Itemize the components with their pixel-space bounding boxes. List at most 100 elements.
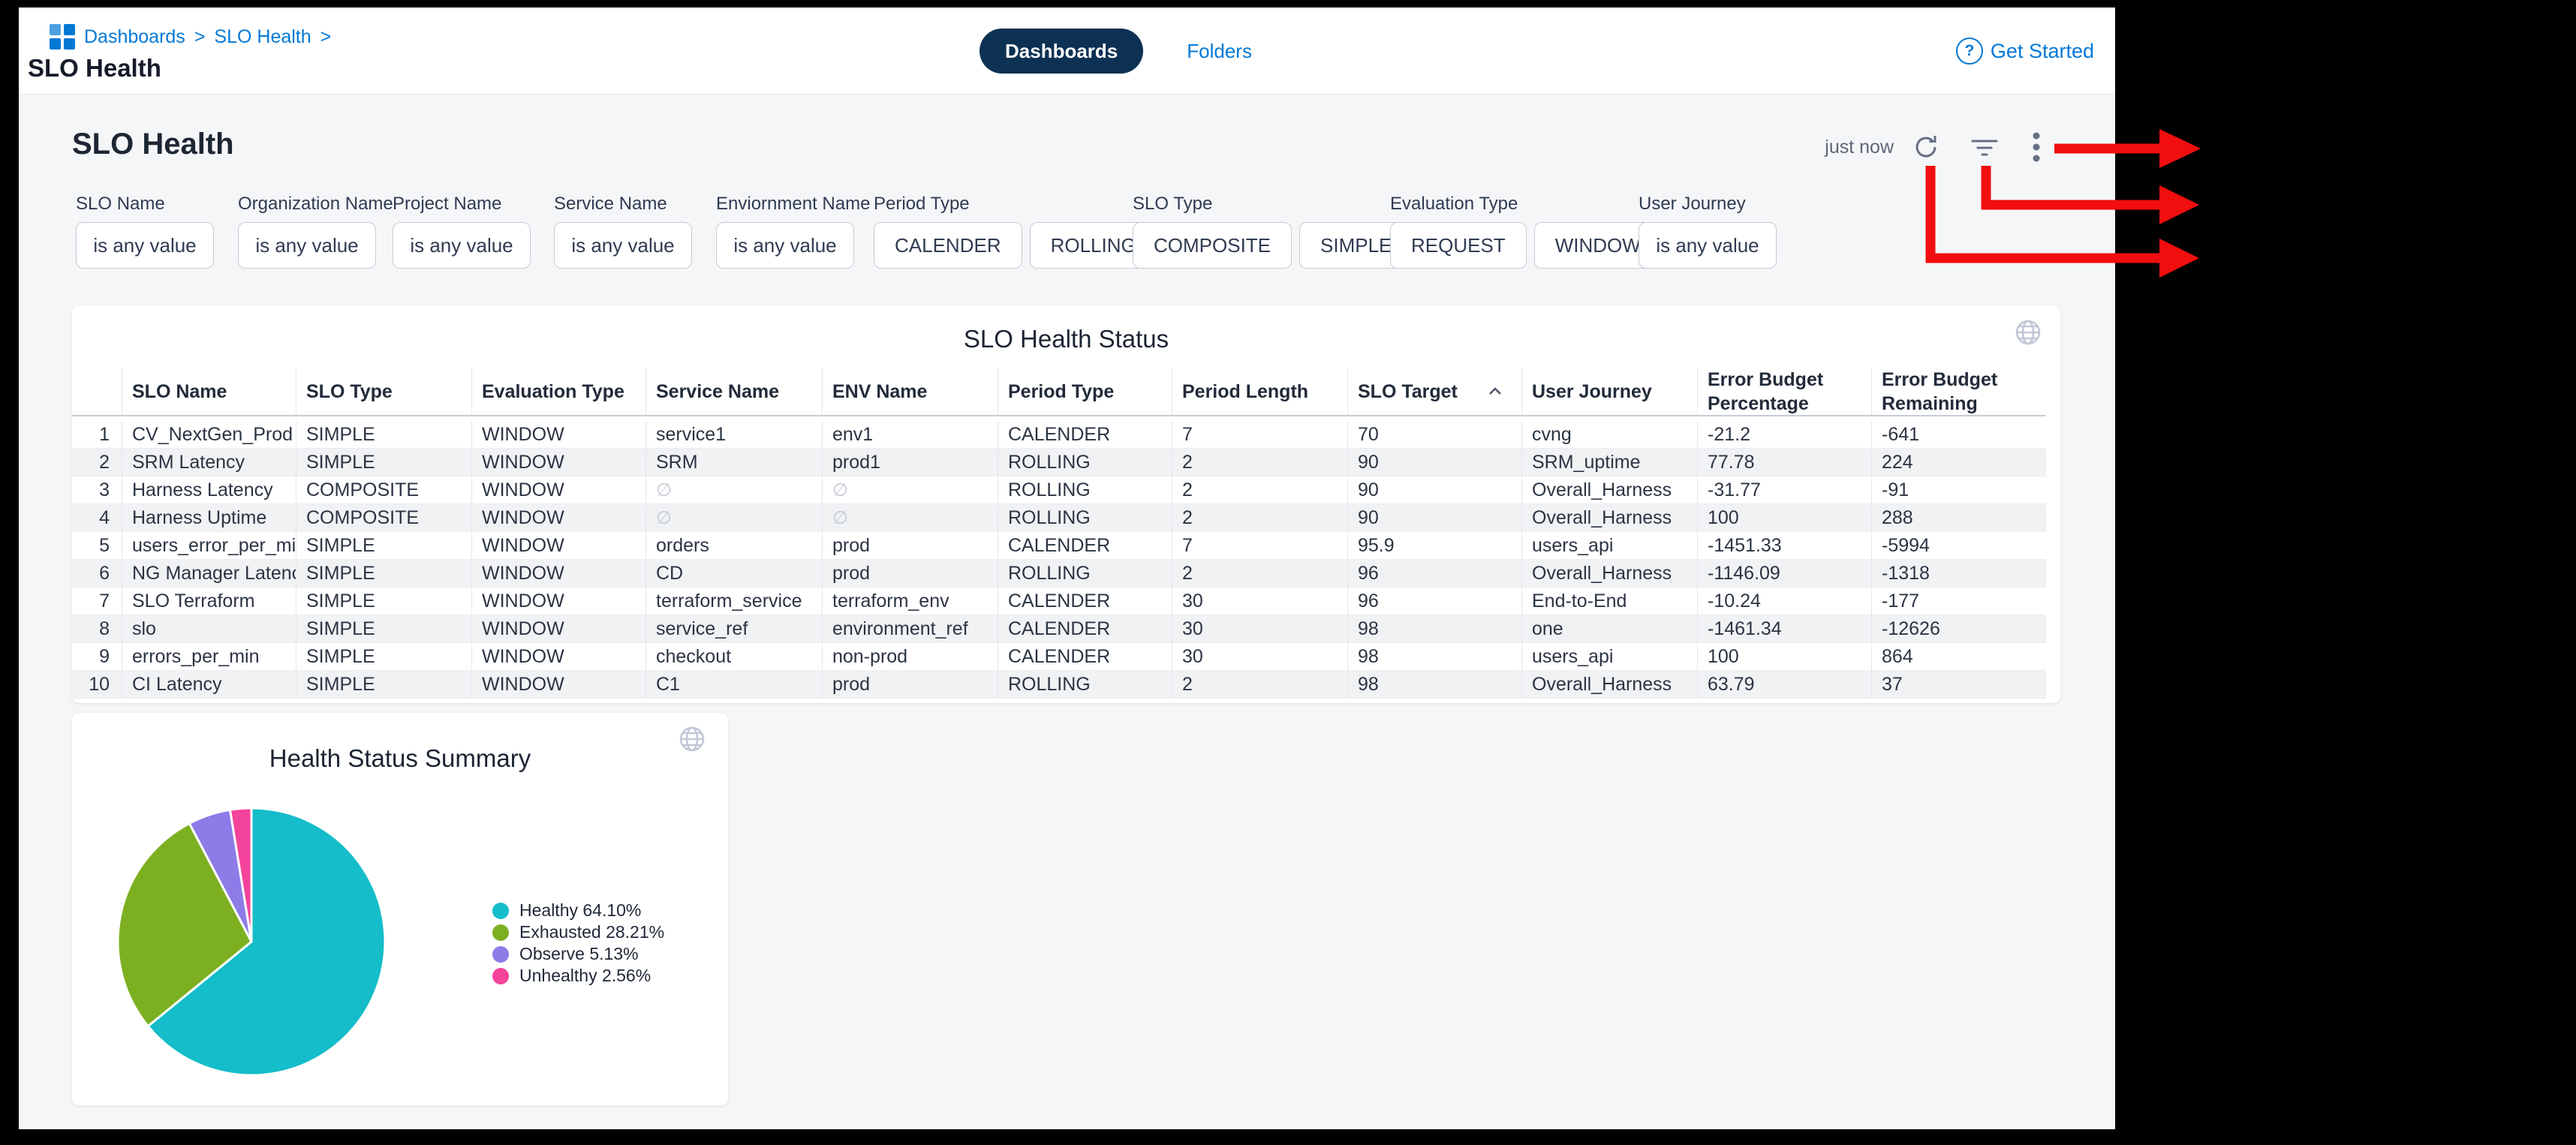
legend-item-observe[interactable]: Observe 5.13% — [492, 944, 664, 963]
filter-label: Organization Name — [238, 194, 393, 214]
globe-icon[interactable] — [677, 724, 707, 754]
table-cell: cvng — [1521, 421, 1697, 448]
filter-icon[interactable] — [1970, 132, 2000, 162]
table-cell: COMPOSITE — [296, 504, 471, 531]
table-cell: ∅ — [646, 476, 822, 503]
table-cell: SIMPLE — [296, 615, 471, 642]
tab-folders[interactable]: Folders — [1187, 39, 1252, 62]
table-row: 1 CV_NextGen_Prod SIMPLE WINDOW service1 env1… — [72, 421, 2046, 449]
table-cell: 288 — [1871, 504, 2046, 531]
column-header-error-budget-percentage[interactable]: Error Budget Percentage — [1697, 368, 1871, 415]
table-cell: 100 — [1697, 643, 1871, 670]
table-cell: checkout — [646, 643, 822, 670]
dashboard-heading: SLO Health — [72, 128, 234, 161]
page-title: SLO Health — [28, 54, 161, 82]
breadcrumb-dashboards-link[interactable]: Dashboards — [84, 26, 185, 47]
slo-health-status-card: SLO Health Status SLO Name SLO Type Evalua… — [72, 305, 2060, 703]
table-cell: 95.9 — [1347, 532, 1521, 559]
table-cell: 100 — [1697, 504, 1871, 531]
filter-value-dropdown[interactable]: is any value — [1639, 222, 1777, 269]
globe-icon[interactable] — [2013, 317, 2043, 347]
column-header-user-journey[interactable]: User Journey — [1521, 368, 1697, 415]
table-cell: 77.78 — [1697, 449, 1871, 476]
table-cell: terraform_service — [646, 588, 822, 615]
column-header-slo-target[interactable]: SLO Target — [1347, 368, 1521, 415]
more-menu-icon[interactable] — [2021, 132, 2051, 162]
legend-swatch — [492, 924, 509, 941]
filter-option-calender[interactable]: CALENDER — [874, 222, 1022, 269]
table-row: 7 SLO Terraform SIMPLE WINDOW terraform_serv… — [72, 588, 2046, 615]
row-number: 2 — [99, 451, 110, 473]
table-cell: CALENDER — [998, 421, 1172, 448]
filter-value-dropdown[interactable]: is any value — [76, 222, 214, 269]
table-cell: CALENDER — [998, 615, 1172, 642]
filter-group-organization-name: Organization Name is any value — [238, 194, 393, 269]
table-cell: 96 — [1347, 560, 1521, 587]
tab-dashboards[interactable]: Dashboards — [980, 29, 1144, 74]
legend-item-healthy[interactable]: Healthy 64.10% — [492, 900, 664, 920]
column-header-evaluation-type[interactable]: Evaluation Type — [471, 368, 646, 415]
table-cell: 30 — [1172, 643, 1347, 670]
legend-item-exhausted[interactable]: Exhausted 28.21% — [492, 922, 664, 942]
column-header-service-name[interactable]: Service Name — [646, 368, 822, 415]
table-row: 4 Harness Uptime COMPOSITE WINDOW ∅ ∅ ROLLING 2… — [72, 504, 2046, 532]
filter-option-request[interactable]: REQUEST — [1390, 222, 1527, 269]
tab-bar: Dashboards Folders — [980, 29, 1252, 74]
table-cell: SIMPLE — [296, 671, 471, 698]
table-cell: WINDOW — [471, 615, 646, 642]
table-cell: ∅ — [822, 504, 998, 531]
table-title: SLO Health Status — [963, 325, 1169, 353]
column-header-error-budget-remaining[interactable]: Error Budget Remaining — [1871, 368, 2046, 415]
dashboards-grid-icon — [50, 24, 75, 50]
table-cell: SRM Latency — [122, 449, 296, 476]
dashboard-window: Dashboards > SLO Health > SLO Health Das… — [19, 8, 2115, 1129]
table-cell: Overall_Harness — [1521, 504, 1697, 531]
column-header-period-length[interactable]: Period Length — [1172, 368, 1347, 415]
column-header-row-number — [72, 368, 122, 415]
filter-option-rolling[interactable]: ROLLING — [1029, 222, 1157, 269]
filter-value-dropdown[interactable]: is any value — [554, 222, 692, 269]
table-cell: -5994 — [1871, 532, 2046, 559]
refresh-icon[interactable] — [1911, 132, 1941, 162]
table-cell: 63.79 — [1697, 671, 1871, 698]
filter-label: Period Type — [874, 194, 970, 214]
filter-value-dropdown[interactable]: is any value — [238, 222, 376, 269]
table-cell: prod — [822, 560, 998, 587]
column-header-slo-type[interactable]: SLO Type — [296, 368, 471, 415]
table-cell: WINDOW — [471, 560, 646, 587]
table-cell: SRM — [646, 449, 822, 476]
table-cell: -91 — [1871, 476, 2046, 503]
table-cell: SIMPLE — [296, 449, 471, 476]
row-number: 4 — [99, 506, 110, 528]
table-cell: 98 — [1347, 671, 1521, 698]
filter-value-dropdown[interactable]: is any value — [716, 222, 854, 269]
filter-group-slo-name: SLO Name is any value — [76, 194, 214, 269]
breadcrumb-slo-health-link[interactable]: SLO Health — [214, 26, 311, 47]
table-cell: environment_ref — [822, 615, 998, 642]
table-cell: SIMPLE — [296, 560, 471, 587]
get-started-link[interactable]: ? Get Started — [1955, 38, 2094, 65]
table-cell: Overall_Harness — [1521, 560, 1697, 587]
table-cell: -12626 — [1871, 615, 2046, 642]
table-cell: 224 — [1871, 449, 2046, 476]
table-cell: WINDOW — [471, 504, 646, 531]
filter-label: Project Name — [393, 194, 502, 214]
table-cell: 2 — [1172, 560, 1347, 587]
filter-option-composite[interactable]: COMPOSITE — [1133, 222, 1293, 269]
filter-label: SLO Type — [1133, 194, 1213, 214]
column-header-period-type[interactable]: Period Type — [998, 368, 1172, 415]
table-cell: -641 — [1871, 421, 2046, 448]
table-cell: ROLLING — [998, 476, 1172, 503]
column-header-env-name[interactable]: ENV Name — [822, 368, 998, 415]
table-cell: CI Latency — [122, 671, 296, 698]
filter-value-dropdown[interactable]: is any value — [393, 222, 531, 269]
table-cell: one — [1521, 615, 1697, 642]
table-cell: errors_per_min — [122, 643, 296, 670]
legend-item-unhealthy[interactable]: Unhealthy 2.56% — [492, 966, 664, 985]
table-cell: non-prod — [822, 643, 998, 670]
table-cell: WINDOW — [471, 421, 646, 448]
legend-label: Healthy 64.10% — [519, 900, 642, 920]
table-cell: 7 — [1172, 532, 1347, 559]
column-header-slo-name[interactable]: SLO Name — [122, 368, 296, 415]
table-cell: 90 — [1347, 476, 1521, 503]
